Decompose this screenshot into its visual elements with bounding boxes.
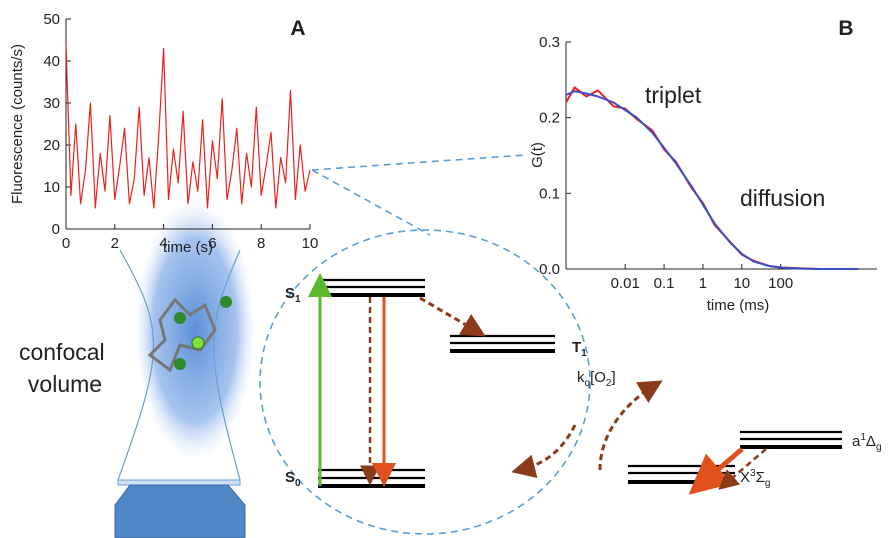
annotation: triplet bbox=[645, 82, 702, 108]
y-axis-label: Fluorescence (counts/s) bbox=[9, 44, 26, 204]
panel-label: B bbox=[838, 17, 853, 40]
label: Σ bbox=[756, 469, 765, 486]
x-tick-label: 10 bbox=[733, 275, 750, 292]
label: Δ bbox=[866, 433, 876, 450]
annotation: diffusion bbox=[740, 185, 825, 211]
label: confocal bbox=[19, 339, 105, 365]
x3sg-label: X3Σg bbox=[740, 468, 770, 489]
x-tick-label: 10 bbox=[302, 235, 319, 252]
y-tick-label: 0.1 bbox=[539, 185, 560, 202]
label: volume bbox=[28, 371, 102, 397]
label: 3 bbox=[750, 468, 756, 479]
label: g bbox=[765, 478, 771, 489]
y-tick-label: 0.0 bbox=[539, 261, 560, 278]
kq-label: kq[O2] bbox=[577, 369, 616, 389]
label: [O bbox=[590, 369, 606, 386]
energy-levels bbox=[308, 273, 842, 495]
s1-label: S1 bbox=[285, 285, 301, 305]
x-tick-label: 8 bbox=[257, 235, 265, 252]
label: q bbox=[585, 378, 591, 389]
y-tick-label: 40 bbox=[43, 53, 60, 70]
x-tick-label: 6 bbox=[208, 235, 216, 252]
x-axis-label: time (s) bbox=[163, 239, 213, 256]
label: 1 bbox=[581, 348, 587, 359]
label: 1 bbox=[295, 294, 301, 305]
label: 1 bbox=[860, 432, 866, 443]
x-tick-label: 0.1 bbox=[654, 275, 675, 292]
panel-label: A bbox=[290, 17, 305, 40]
y-tick-label: 10 bbox=[43, 179, 60, 196]
label: k bbox=[577, 369, 585, 386]
x-tick-label: 0 bbox=[62, 235, 70, 252]
y-tick-label: 0.3 bbox=[539, 34, 560, 51]
x-tick-label: 1 bbox=[699, 275, 707, 292]
confocal-illustration bbox=[114, 200, 255, 538]
y-tick-label: 30 bbox=[43, 95, 60, 112]
x-axis-label: time (ms) bbox=[707, 297, 770, 314]
data-line bbox=[65, 44, 311, 209]
confocal-label: confocal volume bbox=[19, 339, 111, 397]
x-tick-label: 100 bbox=[768, 275, 793, 292]
data-line bbox=[565, 86, 859, 270]
label: X bbox=[740, 469, 750, 486]
x-tick-label: 2 bbox=[111, 235, 119, 252]
data-line bbox=[565, 90, 859, 270]
label: T bbox=[572, 339, 581, 356]
y-tick-label: 20 bbox=[43, 137, 60, 154]
y-tick-label: 0 bbox=[52, 221, 60, 238]
y-tick-label: 50 bbox=[43, 11, 60, 28]
x-tick-label: 0.01 bbox=[611, 275, 640, 292]
label: a bbox=[852, 433, 861, 450]
s0-label: S0 bbox=[285, 469, 301, 489]
t1-label: T1 bbox=[572, 339, 587, 359]
label: g bbox=[876, 442, 882, 453]
y-axis-label: G(t) bbox=[529, 142, 546, 168]
label: ] bbox=[611, 369, 615, 386]
label: 2 bbox=[606, 378, 612, 389]
a1dg-label: a1Δg bbox=[852, 432, 882, 453]
x-tick-label: 4 bbox=[159, 235, 167, 252]
zoom-guides bbox=[259, 154, 591, 535]
label: S bbox=[285, 285, 295, 302]
y-tick-label: 0.2 bbox=[539, 110, 560, 127]
label: 0 bbox=[295, 478, 301, 489]
label: S bbox=[285, 469, 295, 486]
